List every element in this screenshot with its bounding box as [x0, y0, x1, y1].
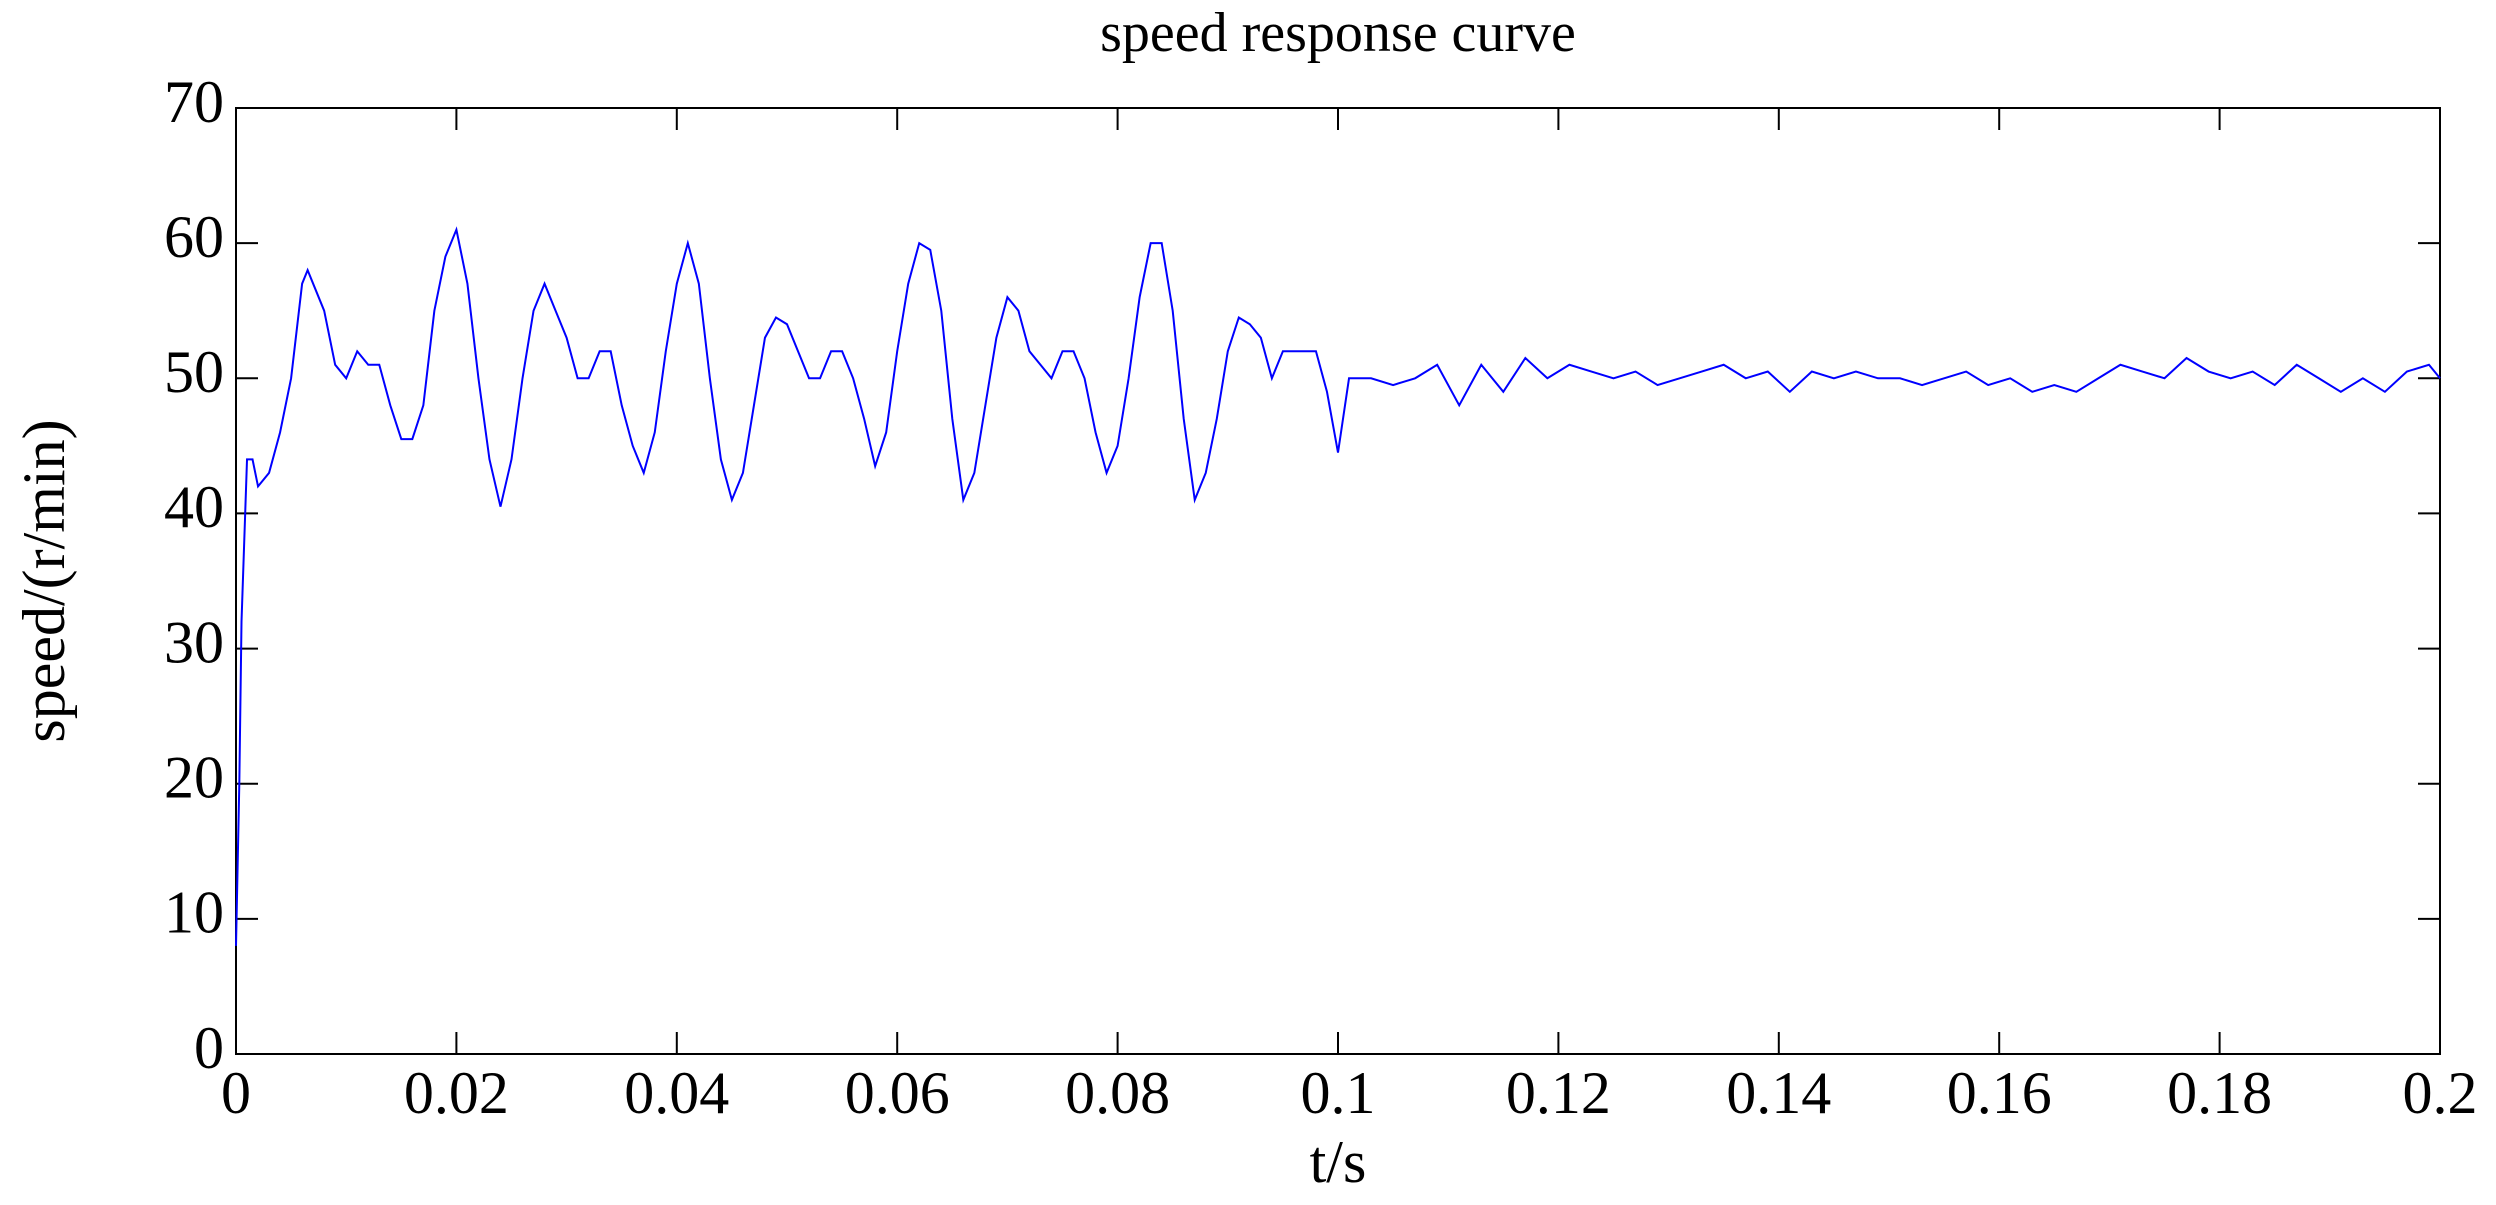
x-tick-label: 0.04: [624, 1060, 729, 1126]
x-tick-label: 0.2: [2403, 1060, 2478, 1126]
y-tick-label: 60: [164, 204, 224, 270]
x-tick-label: 0.08: [1065, 1060, 1170, 1126]
plot-frame: [235, 107, 2441, 1055]
y-tick-label: 50: [164, 339, 224, 405]
x-tick-label: 0.14: [1726, 1060, 1831, 1126]
x-tick-label: 0.16: [1947, 1060, 2052, 1126]
y-tick-label: 40: [164, 474, 224, 540]
x-tick-label: 0.12: [1506, 1060, 1611, 1126]
y-tick-label: 20: [164, 744, 224, 810]
y-tick-label: 0: [194, 1015, 224, 1081]
x-tick-label: 0.18: [2167, 1060, 2272, 1126]
chart-title: speed response curve: [1100, 2, 1576, 64]
y-tick-label: 30: [164, 609, 224, 675]
y-axis-label: speed/(r/min): [11, 419, 77, 742]
y-tick-label: 70: [164, 69, 224, 135]
data-line: [235, 226, 2441, 946]
x-tick-label: 0: [221, 1060, 251, 1126]
x-axis-label: t/s: [1310, 1129, 1367, 1195]
y-tick-label: 10: [164, 880, 224, 946]
x-tick-label: 0.06: [845, 1060, 950, 1126]
x-tick-label: 0.02: [404, 1060, 509, 1126]
x-tick-label: 0.1: [1301, 1060, 1376, 1126]
